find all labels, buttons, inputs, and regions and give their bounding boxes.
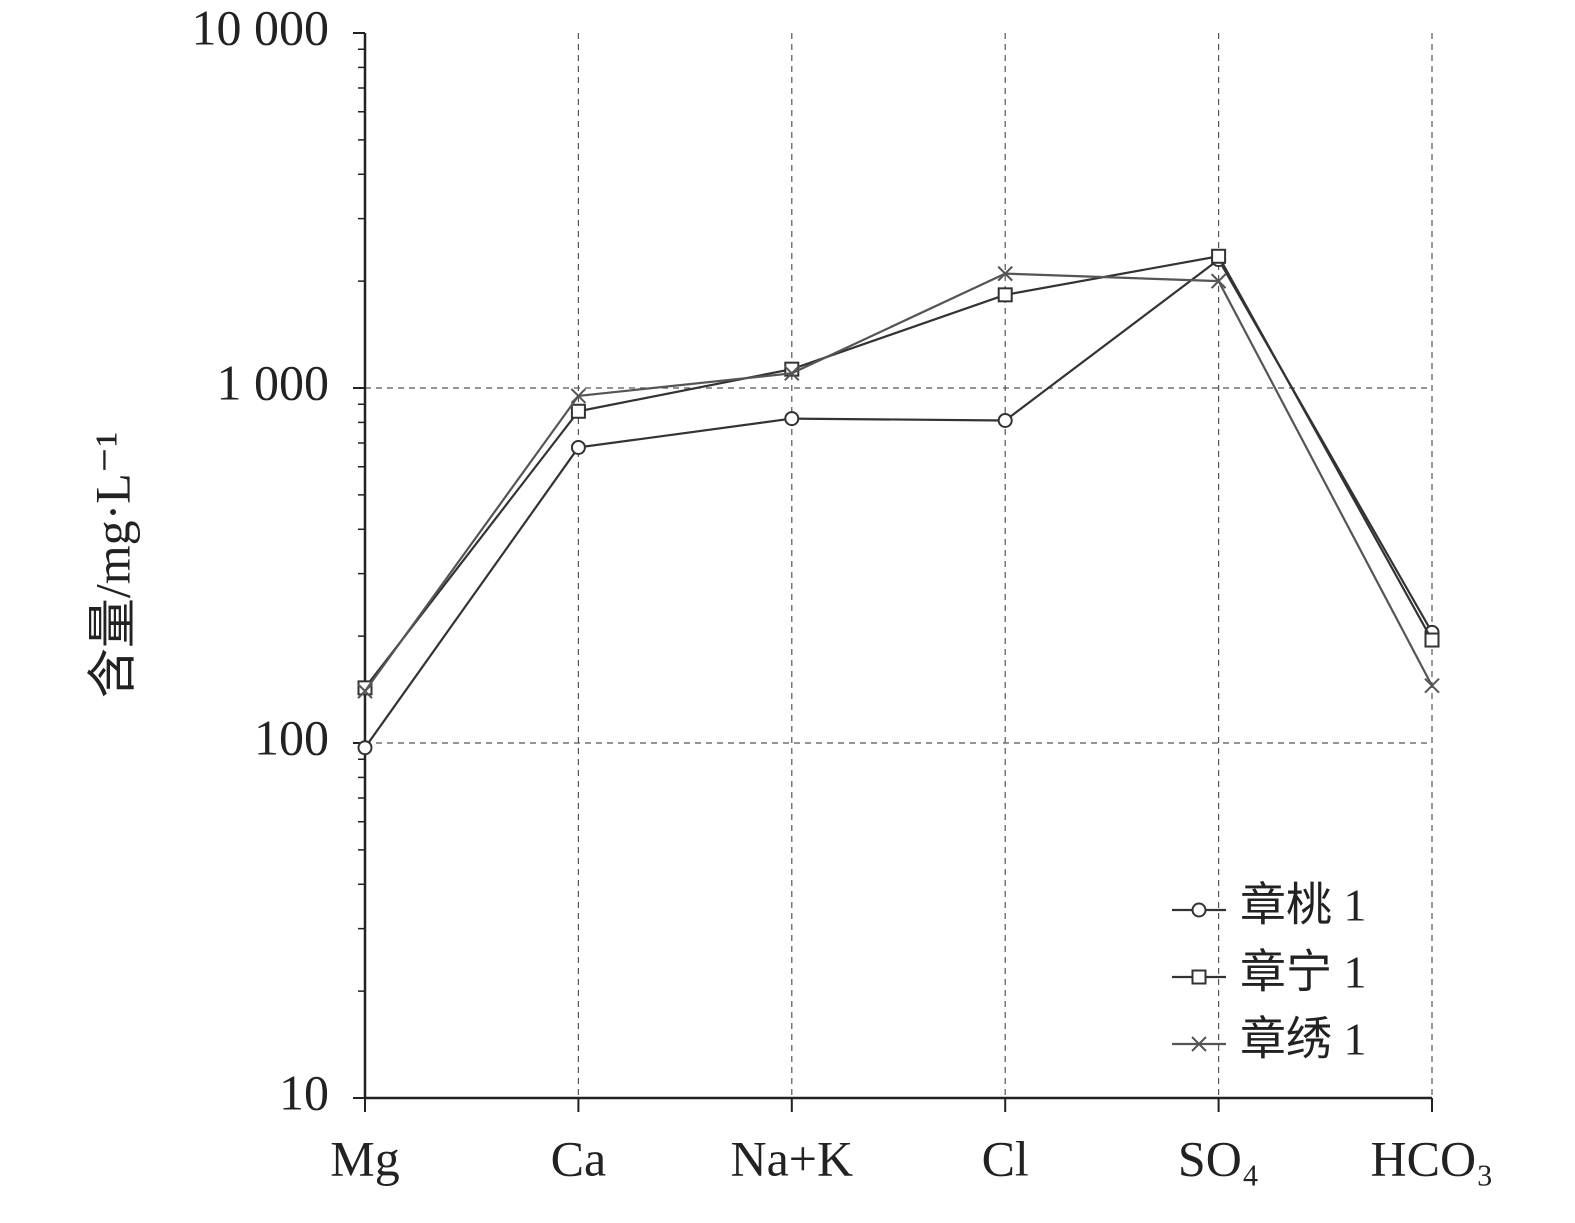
y-tick-label: 100 — [254, 709, 329, 765]
y-tick-label: 1 000 — [217, 354, 330, 410]
legend-marker — [1191, 902, 1207, 918]
marker — [1210, 273, 1227, 289]
marker — [570, 439, 586, 455]
legend-marker — [1191, 1036, 1207, 1052]
x-tick-label: SO₄ — [1178, 1130, 1259, 1186]
x-tick-label: Ca — [551, 1130, 607, 1186]
legend-label: 章绣 1 — [1240, 1014, 1367, 1065]
x-tick-label: Na+K — [730, 1130, 853, 1186]
y-axis-label: 含量/mg·L⁻¹ — [84, 432, 140, 698]
x-tick-label: Cl — [982, 1130, 1029, 1186]
marker — [1211, 248, 1227, 264]
y-tick-label: 10 000 — [192, 0, 330, 55]
marker — [1424, 678, 1440, 694]
marker — [997, 412, 1013, 428]
marker — [784, 365, 800, 382]
series-line — [364, 272, 1433, 692]
legend-marker — [1191, 969, 1207, 985]
marker — [357, 683, 373, 699]
series-line — [364, 255, 1433, 689]
marker — [1424, 632, 1440, 648]
marker — [570, 403, 586, 419]
x-tick-label: Mg — [330, 1130, 399, 1186]
legend-label: 章桃 1 — [1240, 880, 1367, 931]
marker — [784, 411, 800, 427]
marker — [357, 680, 373, 696]
legend-label: 章宁 1 — [1240, 947, 1367, 998]
marker — [997, 287, 1013, 303]
x-tick-label: HCO₃ — [1371, 1130, 1494, 1186]
marker — [357, 740, 373, 756]
marker — [570, 388, 587, 404]
marker — [997, 265, 1013, 282]
y-tick-label: 10 — [279, 1064, 329, 1120]
